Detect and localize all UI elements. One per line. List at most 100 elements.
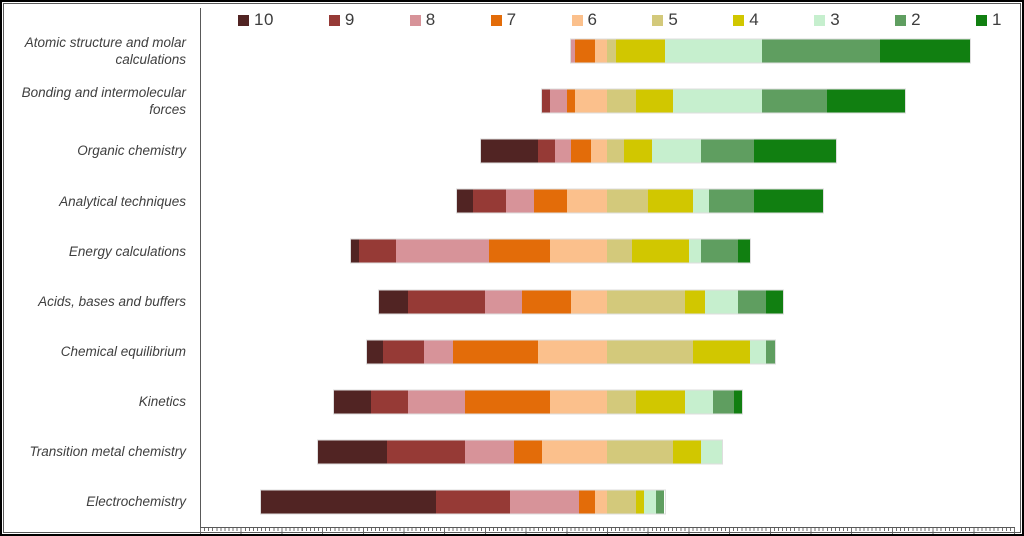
bar-segment-rating-2 [762, 89, 828, 113]
bar-segment-rating-8 [550, 89, 567, 113]
legend-swatch-icon [328, 14, 340, 26]
legend-swatch-icon [895, 14, 907, 26]
stacked-bar [542, 89, 905, 113]
category-row: Bonding and intermolecular forces [0, 76, 1024, 126]
bar-segment-rating-3 [684, 390, 714, 414]
bar-segment-rating-4 [693, 340, 751, 364]
legend-item-6: 6 [571, 10, 598, 30]
bar-segment-rating-1 [733, 390, 742, 414]
bar-segment-rating-5 [607, 89, 636, 113]
bar-segment-rating-3 [750, 340, 767, 364]
category-row: Kinetics [0, 377, 1024, 427]
bar-segment-rating-6 [566, 189, 608, 213]
bar-area [200, 226, 1024, 276]
bar-segment-rating-5 [607, 239, 632, 263]
bar-segment-rating-2 [701, 139, 755, 163]
legend-swatch-icon [814, 14, 826, 26]
bar-segment-rating-7 [513, 440, 543, 464]
stacked-bar [379, 290, 783, 314]
x-axis-major-ticks [200, 528, 1015, 534]
bar-segment-rating-7 [570, 139, 592, 163]
bar-segment-rating-4 [623, 139, 653, 163]
bar-segment-rating-8 [554, 139, 571, 163]
bar-segment-rating-6 [595, 39, 608, 63]
bar-segment-rating-5 [607, 290, 685, 314]
bar-segment-rating-2 [713, 390, 734, 414]
legend-item-4: 4 [733, 10, 759, 30]
bar-segment-rating-10 [318, 440, 388, 464]
bar-segment-rating-1 [827, 89, 905, 113]
bar-segment-rating-4 [635, 390, 685, 414]
bar-area [200, 26, 1024, 76]
bar-segment-rating-1 [754, 189, 824, 213]
category-label: Atomic structure and molar calculations [24, 34, 186, 68]
bar-segment-rating-6 [570, 290, 608, 314]
bar-segment-rating-5 [607, 39, 616, 63]
bar-segment-rating-8 [407, 390, 465, 414]
legend-label: 6 [587, 10, 598, 29]
bar-segment-rating-3 [652, 139, 702, 163]
legend-swatch-icon [490, 14, 502, 26]
bar-segment-rating-4 [615, 39, 665, 63]
bar-segment-rating-4 [672, 440, 702, 464]
category-label: Bonding and intermolecular forces [21, 84, 186, 118]
legend-label: 4 [749, 10, 760, 29]
bar-area [200, 176, 1024, 226]
bar-segment-rating-2 [701, 239, 738, 263]
legend-swatch-icon [975, 14, 987, 26]
legend-swatch-icon [238, 14, 249, 26]
category-label: Transition metal chemistry [29, 444, 186, 460]
stacked-bar [334, 390, 742, 414]
bar-segment-rating-3 [688, 239, 702, 263]
bar-segment-rating-5 [607, 189, 649, 213]
legend-item-7: 7 [490, 10, 517, 30]
bar-segment-rating-6 [574, 89, 608, 113]
bar-segment-rating-6 [550, 390, 608, 414]
category-label: Acids, bases and buffers [38, 293, 186, 309]
category-row: Analytical techniques [0, 176, 1024, 226]
bar-segment-rating-4 [684, 290, 706, 314]
stacked-bar [261, 490, 665, 514]
legend-item-5: 5 [652, 10, 678, 30]
legend-label: 9 [344, 10, 355, 29]
legend-item-9: 9 [328, 10, 355, 30]
bar-segment-rating-3 [701, 440, 722, 464]
category-row: Energy calculations [0, 226, 1024, 276]
legend-label: 3 [830, 10, 841, 29]
bar-segment-rating-3 [644, 490, 657, 514]
bar-segment-rating-2 [709, 189, 755, 213]
legend-label: 10 [254, 10, 274, 29]
bar-segment-rating-9 [371, 390, 408, 414]
bar-segment-rating-7 [489, 239, 551, 263]
legend-item-10: 10 [238, 10, 274, 30]
bar-segment-rating-7 [574, 39, 596, 63]
bar-segment-rating-9 [542, 89, 551, 113]
category-label: Analytical techniques [59, 193, 186, 209]
category-row: Transition metal chemistry [0, 427, 1024, 477]
stacked-bar [481, 139, 836, 163]
bar-segment-rating-1 [737, 239, 751, 263]
category-row: Organic chemistry [0, 126, 1024, 176]
bar-segment-rating-9 [407, 290, 486, 314]
bar-segment-rating-9 [473, 189, 506, 213]
bar-segment-rating-10 [456, 189, 474, 213]
bar-segment-rating-7 [521, 290, 571, 314]
bar-segment-rating-8 [505, 189, 535, 213]
category-label: Electrochemistry [86, 494, 186, 510]
bar-area [200, 76, 1024, 126]
bar-segment-rating-2 [737, 290, 767, 314]
bar-area [200, 427, 1024, 477]
category-row: Acids, bases and buffers [0, 276, 1024, 326]
bar-segment-rating-7 [534, 189, 567, 213]
bar-segment-rating-8 [424, 340, 453, 364]
bar-segment-rating-9 [358, 239, 396, 263]
stacked-bar [570, 39, 971, 63]
bar-area [200, 276, 1024, 326]
bar-segment-rating-7 [566, 89, 575, 113]
legend-label: 1 [991, 10, 1002, 29]
legend: 10 9 8 7 6 5 4 3 2 1 [238, 8, 1002, 32]
bar-segment-rating-1 [880, 39, 971, 63]
bar-segment-rating-7 [578, 490, 596, 514]
bar-segment-rating-8 [509, 490, 579, 514]
legend-swatch-icon [409, 14, 421, 26]
